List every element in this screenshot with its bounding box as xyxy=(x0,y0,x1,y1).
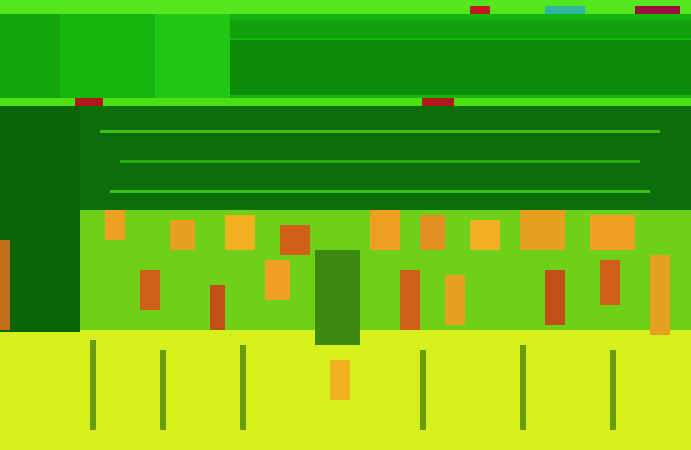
noise xyxy=(160,350,166,430)
noise xyxy=(520,345,526,430)
noise xyxy=(90,340,96,430)
red-mark xyxy=(422,98,454,106)
noise xyxy=(240,345,246,430)
noise xyxy=(280,225,310,255)
noise xyxy=(170,220,195,250)
noise xyxy=(545,270,565,325)
noise xyxy=(445,275,465,325)
header-block xyxy=(155,14,230,100)
noise xyxy=(420,350,426,430)
noise xyxy=(590,215,635,250)
noise xyxy=(105,210,125,240)
noise xyxy=(265,260,290,300)
noise xyxy=(420,215,445,250)
noise xyxy=(400,270,420,330)
red-mark xyxy=(75,98,103,106)
noise xyxy=(610,350,616,430)
noise xyxy=(315,250,360,345)
noise xyxy=(520,210,565,250)
header-block xyxy=(230,20,691,38)
noise xyxy=(600,260,620,305)
top-strip xyxy=(0,0,691,14)
top-mark xyxy=(545,6,585,14)
noise xyxy=(225,215,255,250)
noise xyxy=(330,360,350,400)
noise xyxy=(0,240,10,330)
separator xyxy=(0,98,691,106)
header-block xyxy=(230,40,691,95)
noise xyxy=(140,270,160,310)
noise xyxy=(370,210,400,250)
top-mark xyxy=(635,6,680,14)
header-block xyxy=(0,14,60,100)
noise-line xyxy=(100,130,660,133)
left-column xyxy=(0,106,80,332)
noise xyxy=(470,220,500,250)
noise xyxy=(210,285,225,330)
noise xyxy=(650,255,670,335)
noise-line xyxy=(120,160,640,163)
noise-line xyxy=(110,190,650,193)
top-mark xyxy=(470,6,490,14)
